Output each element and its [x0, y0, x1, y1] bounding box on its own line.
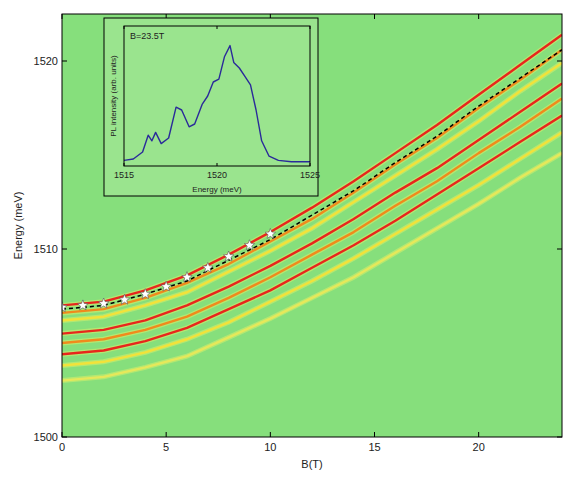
- x-tick: [166, 432, 167, 437]
- y-tick: [62, 61, 67, 62]
- star-point: [78, 300, 88, 310]
- star-point: [140, 289, 150, 299]
- x-tick: [270, 432, 271, 437]
- x-tick: [217, 163, 218, 166]
- y-tick: [62, 249, 67, 250]
- star-point: [62, 302, 67, 312]
- y-axis-title: PL intensity (arb. units): [109, 55, 118, 137]
- y-tick-label: 1520: [34, 55, 58, 67]
- x-tick-top: [217, 26, 218, 29]
- star-point: [98, 298, 108, 308]
- star-point: [182, 272, 192, 282]
- trace-line: [124, 46, 310, 162]
- x-tick-top: [62, 14, 63, 19]
- x-tick-label: 5: [163, 441, 169, 453]
- x-tick-top: [374, 14, 375, 19]
- x-tick-label: 20: [473, 441, 485, 453]
- inset-frame: [104, 18, 318, 196]
- data-group: [124, 46, 310, 162]
- plot-frame: [124, 26, 310, 166]
- x-tick-top: [478, 14, 479, 19]
- x-tick: [124, 163, 125, 166]
- annotation: B=23.5T: [130, 31, 165, 41]
- chart-root: 05101520150015101520B(T)Energy (meV)1515…: [0, 0, 571, 484]
- x-tick: [478, 432, 479, 437]
- y-tick-right: [557, 249, 562, 250]
- star-point: [161, 281, 171, 291]
- x-axis-title: Energy (meV): [192, 185, 242, 194]
- x-tick-label: 1515: [114, 170, 134, 180]
- x-tick-label: 15: [368, 441, 380, 453]
- main-chart: 05101520150015101520B(T)Energy (meV): [12, 14, 562, 470]
- star-point: [203, 262, 213, 272]
- plot-background: [62, 14, 562, 437]
- x-tick-top: [124, 26, 125, 29]
- star-point: [223, 251, 233, 261]
- star-point: [265, 228, 275, 238]
- x-tick-label: 1525: [300, 170, 320, 180]
- x-tick: [62, 432, 63, 437]
- x-axis-title: B(T): [301, 458, 322, 470]
- y-tick-right: [557, 437, 562, 438]
- x-tick-label: 10: [264, 441, 276, 453]
- y-tick-right: [557, 61, 562, 62]
- y-tick-label: 1510: [34, 243, 58, 255]
- plot-frame: [62, 14, 562, 437]
- inset-chart: 1515 1520 1525 Energy (meV) PL intensity (ar…: [104, 18, 320, 196]
- x-tick: [310, 163, 311, 166]
- y-axis-title: Energy (meV): [12, 192, 24, 260]
- star-point: [244, 240, 254, 250]
- x-tick-label: 0: [59, 441, 65, 453]
- x-tick-label: 1520: [207, 170, 227, 180]
- y-tick: [62, 437, 67, 438]
- y-tick-label: 1500: [34, 431, 58, 443]
- x-tick: [374, 432, 375, 437]
- star-point: [119, 294, 129, 304]
- plot-background: [124, 26, 310, 166]
- x-tick-top: [310, 26, 311, 29]
